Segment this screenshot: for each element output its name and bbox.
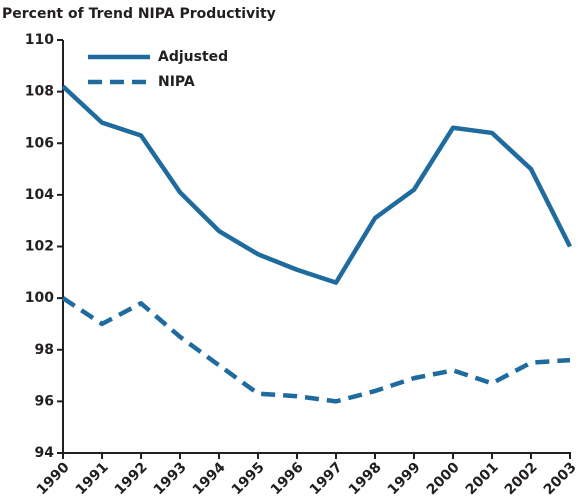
x-tick-label: 1991 xyxy=(73,459,112,498)
y-tick-label: 100 xyxy=(25,290,54,306)
x-tick-label: 1992 xyxy=(112,459,151,498)
y-tick-label: 94 xyxy=(35,445,55,461)
x-tick-label: 1998 xyxy=(346,459,385,498)
legend-label: Adjusted xyxy=(158,49,228,65)
line-series xyxy=(61,296,571,404)
x-tick-label: 1996 xyxy=(268,459,307,498)
x-tick-label: 2000 xyxy=(424,459,463,498)
x-tick-label: 2001 xyxy=(463,459,502,498)
y-tick-label: 98 xyxy=(35,342,54,358)
y-tick-label: 96 xyxy=(35,393,54,409)
line-series xyxy=(61,84,573,285)
x-tick-label: 1999 xyxy=(385,459,424,498)
x-tick-label: 2003 xyxy=(541,459,580,498)
legend-label: NIPA xyxy=(158,74,195,90)
y-tick-label: 106 xyxy=(25,135,54,151)
x-tick-label: 1990 xyxy=(34,459,73,498)
x-tick-label: 1995 xyxy=(229,459,268,498)
y-tick-label: 110 xyxy=(25,32,54,48)
y-tick-label: 108 xyxy=(25,84,54,100)
x-tick-label: 1994 xyxy=(190,459,229,498)
y-tick-label: 102 xyxy=(25,239,54,255)
chart-title: Percent of Trend NIPA Productivity xyxy=(2,6,276,22)
x-tick-label: 1997 xyxy=(307,459,346,498)
y-tick-label: 104 xyxy=(25,187,54,203)
x-tick-label: 2002 xyxy=(502,459,541,498)
x-tick-label: 1993 xyxy=(151,459,190,498)
